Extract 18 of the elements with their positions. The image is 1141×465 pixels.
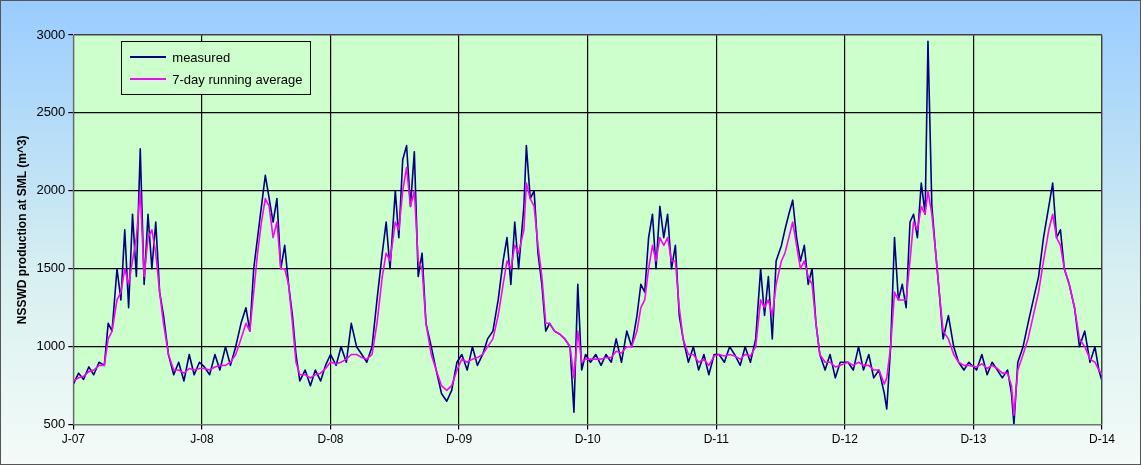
x-tick-label: D-11 <box>703 432 730 447</box>
x-tick-label: D-14 <box>1088 432 1116 447</box>
x-tick-label: D-10 <box>574 432 601 447</box>
x-tick-label: J-07 <box>61 432 86 447</box>
y-tick-label: 1000 <box>36 338 66 354</box>
legend-label: 7-day running average <box>172 71 303 87</box>
y-tick-label: 2000 <box>36 182 66 198</box>
y-tick-label: 2500 <box>36 104 66 120</box>
y-tick-label: 500 <box>43 416 66 432</box>
legend-label: measured <box>172 49 231 65</box>
y-axis-title: NSSWD production at SML (m^3) <box>14 135 29 325</box>
x-tick-label: D-09 <box>446 432 473 447</box>
x-tick-label: J-08 <box>190 432 214 447</box>
y-tick-label: 3000 <box>36 26 66 42</box>
y-tick-label: 1500 <box>36 260 66 276</box>
x-tick-label: D-12 <box>831 432 859 447</box>
x-tick-label: D-13 <box>960 432 987 447</box>
x-tick-label: D-08 <box>317 432 344 447</box>
